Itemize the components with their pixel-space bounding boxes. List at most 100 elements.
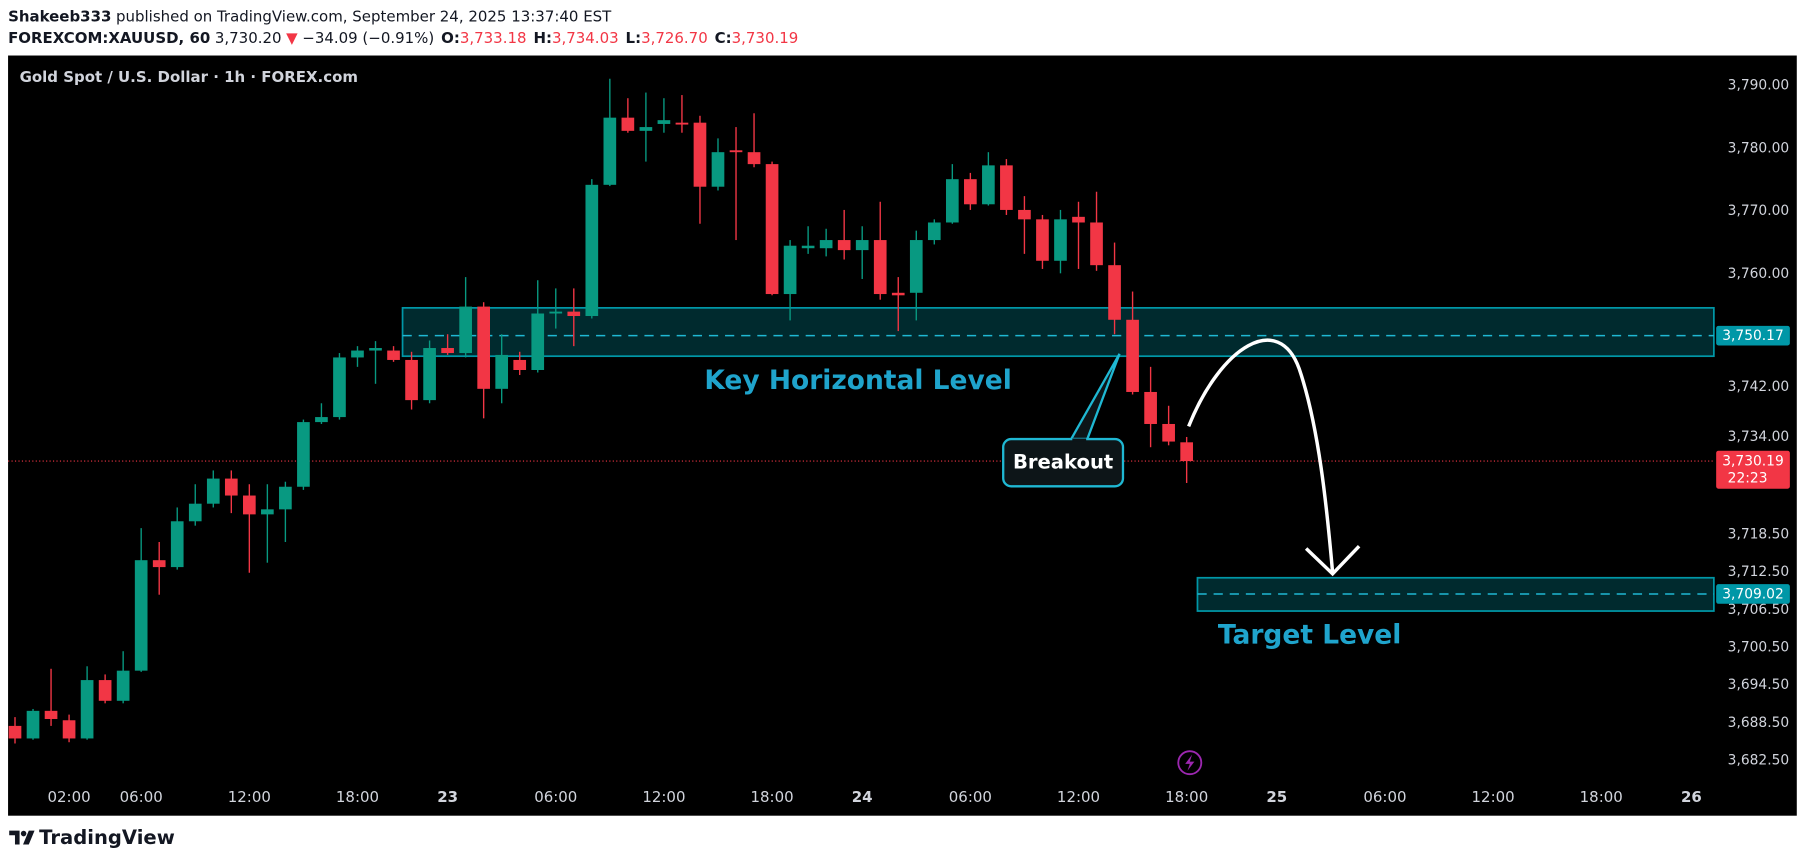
candle-body bbox=[1144, 391, 1157, 424]
candle-body bbox=[351, 350, 364, 358]
y-tick-label: 3,694.50 bbox=[1728, 677, 1790, 693]
candle-body bbox=[603, 117, 617, 185]
candle-body bbox=[387, 350, 400, 360]
candle-body bbox=[495, 354, 509, 389]
candle-body bbox=[711, 152, 725, 187]
event-bolt bbox=[1185, 754, 1195, 771]
y-tick-label: 3,706.50 bbox=[1728, 602, 1790, 618]
candle-body bbox=[855, 240, 869, 251]
ohlc-value: 3,726.70 bbox=[641, 29, 708, 47]
x-tick-label: 12:00 bbox=[1057, 788, 1100, 806]
candle-body bbox=[783, 245, 797, 295]
y-tick-label: 3,760.00 bbox=[1728, 266, 1790, 282]
logo: TradingView bbox=[9, 826, 175, 849]
candle-body bbox=[909, 240, 923, 293]
ohlc-key: L: bbox=[626, 29, 642, 47]
candle-body bbox=[369, 348, 382, 351]
x-tick-label: 12:00 bbox=[1472, 788, 1515, 806]
candle-body bbox=[585, 184, 599, 317]
candle-body bbox=[621, 117, 635, 131]
y-tick-label: 3,734.00 bbox=[1728, 429, 1790, 445]
candle-body bbox=[26, 710, 40, 739]
logo-text: TradingView bbox=[39, 826, 175, 849]
y-tick-label: 3,682.50 bbox=[1728, 752, 1790, 768]
y-tick-label: 3,712.50 bbox=[1728, 564, 1790, 580]
chart-title: Gold Spot / U.S. Dollar · 1h · FOREX.com bbox=[20, 68, 358, 86]
candle-body bbox=[459, 306, 472, 354]
candle-body bbox=[531, 313, 545, 370]
candle-body bbox=[693, 122, 707, 187]
x-tick-label: 24 bbox=[852, 788, 873, 806]
x-tick-label: 06:00 bbox=[120, 788, 163, 806]
y-tick-label: 3,770.00 bbox=[1728, 203, 1790, 219]
candle-body bbox=[1126, 319, 1139, 392]
candle-body bbox=[891, 292, 905, 296]
logo-icon bbox=[9, 830, 35, 845]
y-tick-label: 3,700.50 bbox=[1728, 639, 1790, 655]
price-label: 3,750.17 bbox=[1722, 328, 1784, 344]
last: 3,730.20 bbox=[215, 29, 282, 47]
candle-body bbox=[134, 560, 148, 671]
candle-body bbox=[423, 348, 436, 401]
candle-body bbox=[982, 165, 995, 205]
header-line: Shakeeb333 published on TradingView.com, … bbox=[8, 7, 612, 25]
candle-body bbox=[242, 495, 256, 515]
candle-body bbox=[964, 179, 977, 205]
candle-body bbox=[315, 417, 328, 423]
projection-arrow bbox=[1187, 338, 1335, 573]
y-tick-label: 3,780.00 bbox=[1728, 140, 1790, 156]
ohlc-key: C: bbox=[715, 29, 732, 47]
candle-body bbox=[837, 240, 851, 251]
countdown: 22:23 bbox=[1728, 470, 1768, 486]
candle-body bbox=[8, 725, 22, 739]
candle-body bbox=[333, 357, 346, 418]
candle-body bbox=[945, 179, 959, 223]
candle-body bbox=[405, 359, 418, 401]
candle-body bbox=[1090, 222, 1103, 266]
candle-body bbox=[188, 503, 202, 522]
price-label-box bbox=[1716, 325, 1790, 346]
x-tick-label: 18:00 bbox=[751, 788, 794, 806]
candle-body bbox=[873, 240, 887, 295]
event-icon[interactable] bbox=[1177, 750, 1203, 776]
x-tick-label: 18:00 bbox=[336, 788, 379, 806]
ohlc-key: O: bbox=[441, 29, 460, 47]
x-tick-label: 06:00 bbox=[1363, 788, 1406, 806]
y-tick-label: 3,742.00 bbox=[1728, 379, 1790, 395]
x-tick-label: 12:00 bbox=[642, 788, 685, 806]
symbol-line: FOREXCOM:XAUUSD, 60 3,730.20 ▼ −34.09 (−0.9… bbox=[8, 29, 798, 47]
y-tick-label: 3,718.50 bbox=[1728, 526, 1790, 542]
symbol: FOREXCOM:XAUUSD, 60 bbox=[8, 29, 210, 47]
candle-body bbox=[477, 306, 490, 389]
zone bbox=[401, 306, 1715, 358]
candle-body bbox=[170, 521, 184, 568]
published: published on TradingView.com, September … bbox=[116, 7, 612, 25]
x-tick-label: 25 bbox=[1266, 788, 1287, 806]
candle-body bbox=[639, 127, 653, 131]
author: Shakeeb333 bbox=[8, 7, 111, 25]
last-price-label: 3,730.19 bbox=[1722, 454, 1784, 470]
zone-label: Key Horizontal Level bbox=[704, 365, 1011, 396]
chart-pane bbox=[8, 55, 1797, 816]
candle-body bbox=[62, 720, 76, 739]
x-tick-label: 02:00 bbox=[48, 788, 91, 806]
change: −34.09 (−0.91%) bbox=[302, 29, 434, 47]
candle-body bbox=[1036, 219, 1049, 261]
x-tick-label: 12:00 bbox=[228, 788, 271, 806]
candle-body bbox=[279, 486, 292, 510]
candle-body bbox=[1108, 265, 1121, 320]
candle-body bbox=[1018, 209, 1031, 220]
candle-body bbox=[1000, 165, 1013, 210]
candle-body bbox=[657, 120, 671, 124]
candle-body bbox=[549, 311, 563, 314]
ohlc-value: 3,734.03 bbox=[552, 29, 619, 47]
candle-body bbox=[567, 311, 581, 317]
arrow: ▼ bbox=[286, 29, 298, 47]
overlay: Breakout bbox=[1002, 338, 1361, 776]
ohlc-value: 3,730.19 bbox=[732, 29, 799, 47]
arrow-head bbox=[1304, 544, 1361, 577]
ohlc-value: 3,733.18 bbox=[460, 29, 527, 47]
y-tick-label: 3,790.00 bbox=[1728, 78, 1790, 94]
candle-body bbox=[297, 422, 310, 487]
candle-body bbox=[224, 478, 238, 496]
